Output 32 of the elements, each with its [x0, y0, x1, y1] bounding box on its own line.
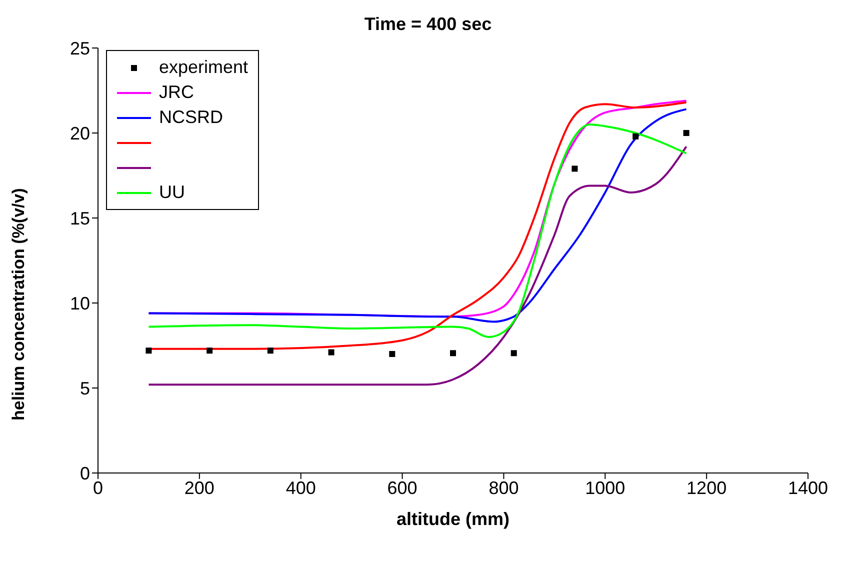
x-tick-label: 1400 — [788, 478, 828, 498]
y-tick-label: 25 — [70, 38, 90, 58]
point — [389, 351, 396, 357]
chart-title: Time = 400 sec — [363, 14, 493, 35]
y-tick-label: 5 — [80, 378, 90, 398]
point — [146, 348, 152, 354]
y-axis-title: helium concentration (%(v/v) — [9, 188, 28, 420]
x-tick-label: 400 — [286, 478, 316, 498]
point — [632, 133, 639, 140]
point — [267, 348, 274, 354]
y-tick-label: 10 — [70, 293, 90, 314]
x-axis-title: altitude (mm) — [396, 509, 510, 529]
legend-label: UU — [159, 182, 185, 203]
point — [510, 350, 517, 356]
x-tick-label: 1000 — [585, 478, 626, 498]
legend-label: experiment — [159, 57, 248, 78]
point — [450, 350, 456, 356]
legend-label: JRC — [159, 82, 194, 103]
point — [683, 130, 690, 136]
x-tick-label: 800 — [488, 478, 519, 498]
legend-label: NCSRD — [159, 107, 224, 128]
x-tick-label: 200 — [184, 478, 214, 498]
y-tick-label: 20 — [70, 123, 90, 144]
point — [572, 166, 578, 172]
x-tick-label: 600 — [387, 478, 418, 498]
y-tick-label: 0 — [80, 463, 90, 484]
point — [206, 348, 213, 354]
line-series — [148, 146, 688, 386]
y-tick-label: 15 — [70, 208, 90, 228]
point — [328, 349, 334, 356]
x-tick-label: 1200 — [686, 478, 727, 498]
x-tick-label: 0 — [92, 478, 104, 498]
